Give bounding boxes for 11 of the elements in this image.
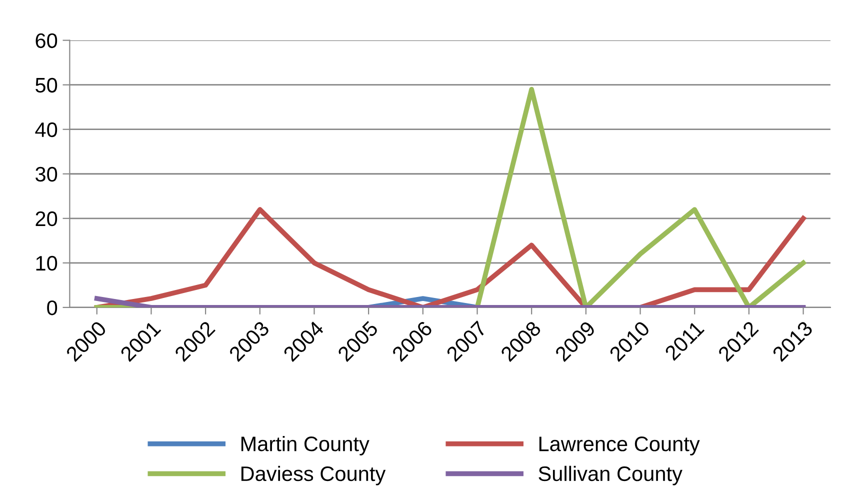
y-tick-label: 30 bbox=[36, 166, 58, 182]
legend-label: Martin County bbox=[241, 436, 370, 456]
y-tick-label: 0 bbox=[47, 300, 58, 316]
legend-label: Daviess County bbox=[241, 466, 386, 486]
y-tick-label: 50 bbox=[36, 78, 58, 93]
legend-label: Lawrence County bbox=[539, 436, 700, 456]
y-tick-label: 40 bbox=[35, 122, 58, 138]
y-tick-label: 60 bbox=[36, 33, 58, 48]
y-tick-label: 10 bbox=[36, 256, 58, 271]
y-tick-label: 20 bbox=[36, 211, 58, 226]
legend-label: Sullivan County bbox=[538, 466, 682, 486]
